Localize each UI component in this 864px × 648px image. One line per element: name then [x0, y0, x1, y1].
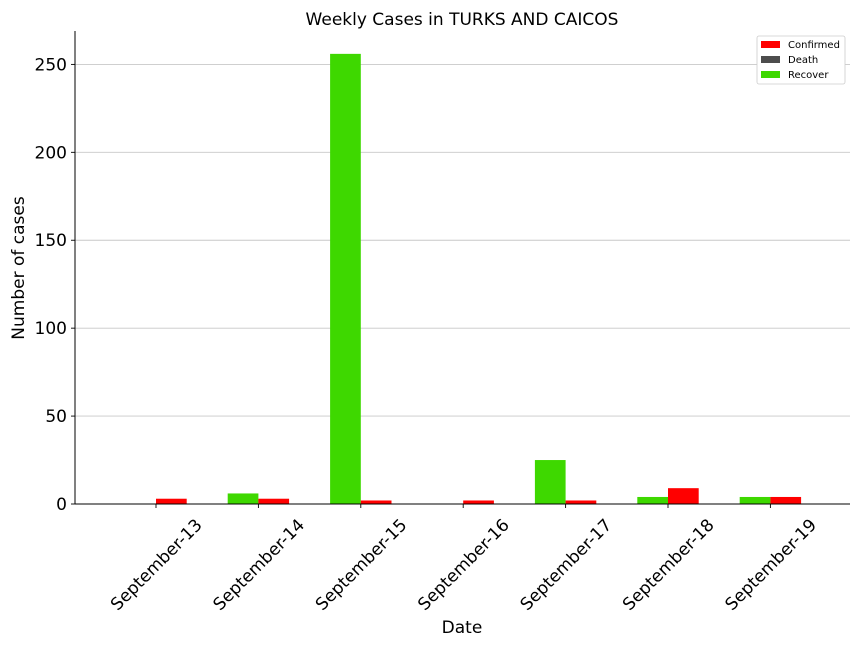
bar-recover [534, 460, 566, 504]
chart-title: Weekly Cases in TURKS AND CAICOS [306, 10, 619, 30]
bar-confirmed [770, 496, 802, 504]
x-tick-label: September-13 [107, 515, 206, 614]
y-tick-label: 100 [35, 319, 67, 339]
x-axis-ticks: September-13 September-14 September-15 Sept… [107, 504, 821, 615]
bar-confirmed [360, 500, 392, 504]
y-tick-label: 250 [35, 55, 67, 75]
legend-swatch-death [761, 56, 780, 63]
x-tick-label: September-19 [721, 515, 820, 614]
legend-label-death: Death [788, 55, 818, 66]
bar-recover [227, 493, 259, 504]
y-tick-label: 200 [35, 143, 67, 163]
x-tick-label: September-14 [209, 515, 308, 614]
y-axis-title: Number of cases [9, 196, 29, 340]
x-tick-label: September-18 [619, 515, 718, 614]
bar-confirmed [565, 500, 597, 504]
y-tick-label: 150 [35, 231, 67, 251]
bar-recover [637, 496, 668, 504]
legend-label-recover: Recover [788, 70, 829, 81]
bar-confirmed [156, 498, 187, 504]
y-axis-ticks: 0 50 100 150 200 250 [35, 55, 75, 515]
y-tick-label: 0 [56, 495, 67, 515]
x-tick-label: September-16 [414, 515, 513, 614]
x-axis-title: Date [442, 618, 483, 638]
bar-confirmed [258, 498, 290, 504]
bar-recover [739, 496, 771, 504]
legend-label-confirmed: Confirmed [788, 40, 840, 51]
bar-confirmed [668, 488, 699, 504]
axes [74, 31, 850, 505]
bar-recover [330, 53, 361, 504]
y-tick-label: 50 [45, 407, 67, 427]
grid-lines [75, 63, 850, 417]
bar-confirmed [463, 500, 494, 504]
x-tick-label: September-15 [312, 515, 411, 614]
bars [156, 53, 802, 504]
legend: Confirmed Death Recover [756, 35, 846, 85]
legend-swatch-confirmed [761, 41, 780, 48]
legend-swatch-recover [761, 71, 780, 78]
x-tick-label: September-17 [517, 515, 616, 614]
